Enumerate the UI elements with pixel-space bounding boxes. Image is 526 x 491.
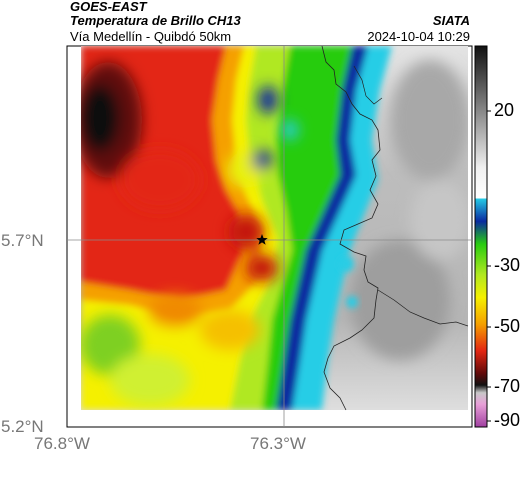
colorbar-tick-label: -90 bbox=[494, 410, 521, 430]
colorbar-tick-label: -70 bbox=[494, 376, 521, 396]
organization-label: SIATA bbox=[432, 13, 470, 28]
datetime-label: 2024-10-04 10:29 bbox=[367, 29, 470, 44]
colorbar-tick-label: -30 bbox=[494, 255, 521, 275]
lon-tick-label: 76.8°W bbox=[34, 434, 90, 453]
colorbar-tick-label: -50 bbox=[494, 316, 521, 336]
satellite-name: GOES-EAST bbox=[70, 0, 147, 14]
border-line bbox=[377, 289, 469, 327]
coastline bbox=[321, 45, 381, 411]
lat-tick-label: 5.7°N bbox=[1, 231, 44, 250]
river-line bbox=[353, 65, 383, 105]
colorbar-ticks bbox=[487, 110, 491, 422]
brightness-temperature-field bbox=[81, 46, 468, 410]
lat-tick-label: 5.2°N bbox=[1, 417, 44, 436]
route-subtitle: Vía Medellín - Quibdó 50km bbox=[70, 29, 232, 44]
colorbar-tick-label: 20 bbox=[494, 100, 515, 120]
colorbar bbox=[474, 45, 488, 428]
lon-tick-label: 76.3°W bbox=[250, 434, 306, 453]
product-title: Temperatura de Brillo CH13 bbox=[70, 13, 241, 28]
star-icon bbox=[256, 234, 268, 245]
